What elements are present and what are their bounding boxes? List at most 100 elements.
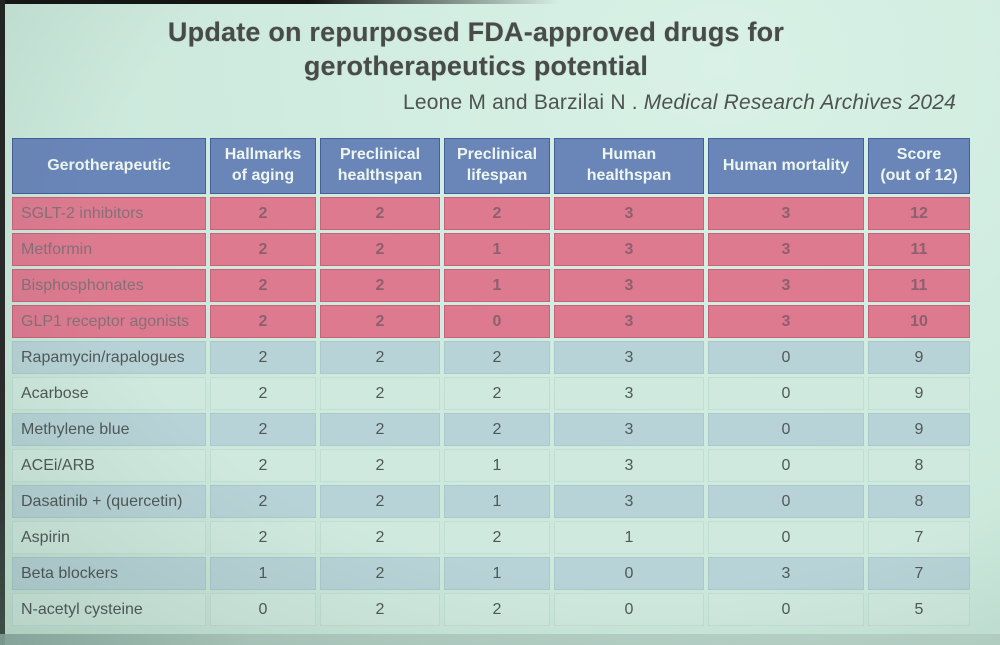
column-header-preclinical-healthspan: Preclinical healthspan	[320, 138, 440, 194]
score-cell: 3	[708, 305, 864, 338]
score-cell: 0	[554, 557, 704, 590]
column-header-preclinical-lifespan: Preclinical lifespan	[444, 138, 550, 194]
score-cell: 0	[708, 521, 864, 554]
citation-journal: Medical Research Archives 2024	[643, 91, 956, 114]
score-cell: 3	[708, 557, 864, 590]
drug-name-cell: Bisphosphonates	[12, 269, 206, 302]
table-row: ACEi/ARB 2 2 1 3 0 8	[12, 449, 970, 482]
score-cell: 3	[554, 341, 704, 374]
drug-name-cell: Dasatinib + (quercetin)	[12, 485, 206, 518]
slide-title-line2: gerotherapeutics potential	[303, 51, 649, 82]
score-cell: 0	[708, 485, 864, 518]
drug-name-cell: GLP1 receptor agonists	[12, 305, 206, 338]
score-cell: 0	[708, 341, 864, 374]
score-cell: 2	[210, 305, 316, 338]
score-cell: 2	[320, 341, 440, 374]
score-cell: 8	[868, 449, 970, 482]
score-cell: 7	[868, 557, 970, 590]
table-row: SGLT-2 inhibitors 2 2 2 3 3 12	[12, 197, 970, 230]
score-cell: 0	[210, 593, 316, 626]
score-cell: 2	[210, 413, 316, 446]
table-row: Bisphosphonates 2 2 1 3 3 11	[12, 269, 970, 302]
score-cell: 2	[210, 341, 316, 374]
score-cell: 3	[554, 305, 704, 338]
drug-name-cell: Aspirin	[12, 521, 206, 554]
score-cell: 2	[210, 197, 316, 230]
score-cell: 3	[708, 233, 864, 266]
column-header-gerotherapeutic: Gerotherapeutic	[12, 138, 206, 194]
score-cell: 11	[868, 269, 970, 302]
slide-title: Update on repurposed FDA-approved drugs …	[0, 15, 952, 83]
score-cell: 2	[444, 197, 550, 230]
score-cell: 0	[708, 449, 864, 482]
score-cell: 1	[444, 449, 550, 482]
score-cell: 8	[868, 485, 970, 518]
score-cell: 7	[868, 521, 970, 554]
score-cell: 2	[210, 269, 316, 302]
drug-name-cell: Beta blockers	[12, 557, 206, 590]
score-cell: 2	[320, 593, 440, 626]
photo-edge-top	[0, 0, 560, 4]
score-cell: 1	[444, 485, 550, 518]
score-cell: 11	[868, 233, 970, 266]
drug-name-cell: SGLT-2 inhibitors	[12, 197, 206, 230]
score-cell: 1	[444, 557, 550, 590]
score-cell: 1	[210, 557, 316, 590]
drug-name-cell: Metformin	[12, 233, 206, 266]
score-cell: 2	[444, 377, 550, 410]
score-cell: 1	[554, 521, 704, 554]
drug-name-cell: Methylene blue	[12, 413, 206, 446]
score-cell: 2	[210, 485, 316, 518]
score-cell: 3	[708, 197, 864, 230]
score-cell: 2	[320, 233, 440, 266]
column-header-score: Score (out of 12)	[868, 138, 970, 194]
score-cell: 2	[320, 305, 440, 338]
score-cell: 3	[554, 485, 704, 518]
column-header-human-mortality: Human mortality	[708, 138, 864, 194]
score-cell: 0	[708, 377, 864, 410]
score-cell: 9	[868, 341, 970, 374]
citation-authors: Leone M and Barzilai N .	[403, 91, 644, 114]
score-cell: 1	[444, 233, 550, 266]
photo-edge-left	[0, 0, 5, 645]
table-row: Beta blockers 1 2 1 0 3 7	[12, 557, 970, 590]
score-cell: 2	[444, 521, 550, 554]
score-cell: 2	[320, 413, 440, 446]
score-cell: 0	[444, 305, 550, 338]
drug-name-cell: ACEi/ARB	[12, 449, 206, 482]
drug-name-cell: Rapamycin/rapalogues	[12, 341, 206, 374]
table-header-row: Gerotherapeutic Hallmarks of aging Preclin…	[12, 138, 970, 194]
table-row: Acarbose 2 2 2 3 0 9	[12, 377, 970, 410]
score-cell: 2	[320, 485, 440, 518]
score-cell: 2	[320, 521, 440, 554]
score-cell: 10	[868, 305, 970, 338]
table-row: Rapamycin/rapalogues 2 2 2 3 0 9	[12, 341, 970, 374]
score-cell: 2	[444, 341, 550, 374]
score-cell: 3	[554, 449, 704, 482]
score-cell: 9	[868, 377, 970, 410]
drug-name-cell: N-acetyl cysteine	[12, 593, 206, 626]
score-cell: 0	[554, 593, 704, 626]
score-cell: 3	[554, 377, 704, 410]
score-cell: 5	[868, 593, 970, 626]
score-cell: 0	[708, 413, 864, 446]
score-cell: 2	[320, 449, 440, 482]
score-cell: 2	[320, 557, 440, 590]
slide-title-line1: Update on repurposed FDA-approved drugs …	[167, 17, 785, 47]
score-cell: 3	[554, 197, 704, 230]
score-cell: 2	[320, 377, 440, 410]
table-row: Metformin 2 2 1 3 3 11	[12, 233, 970, 266]
score-cell: 2	[210, 377, 316, 410]
photo-edge-bottom	[0, 634, 1000, 645]
score-cell: 2	[320, 197, 440, 230]
score-cell: 2	[210, 233, 316, 266]
table-row: Aspirin 2 2 2 1 0 7	[12, 521, 970, 554]
table-row: Dasatinib + (quercetin) 2 2 1 3 0 8	[12, 485, 970, 518]
score-cell: 3	[554, 233, 704, 266]
table-row: Methylene blue 2 2 2 3 0 9	[12, 413, 970, 446]
score-cell: 2	[210, 521, 316, 554]
column-header-human-healthspan: Human healthspan	[554, 138, 704, 194]
gerotherapeutics-table: Gerotherapeutic Hallmarks of aging Preclin…	[8, 135, 974, 629]
score-cell: 12	[868, 197, 970, 230]
score-cell: 0	[708, 593, 864, 626]
